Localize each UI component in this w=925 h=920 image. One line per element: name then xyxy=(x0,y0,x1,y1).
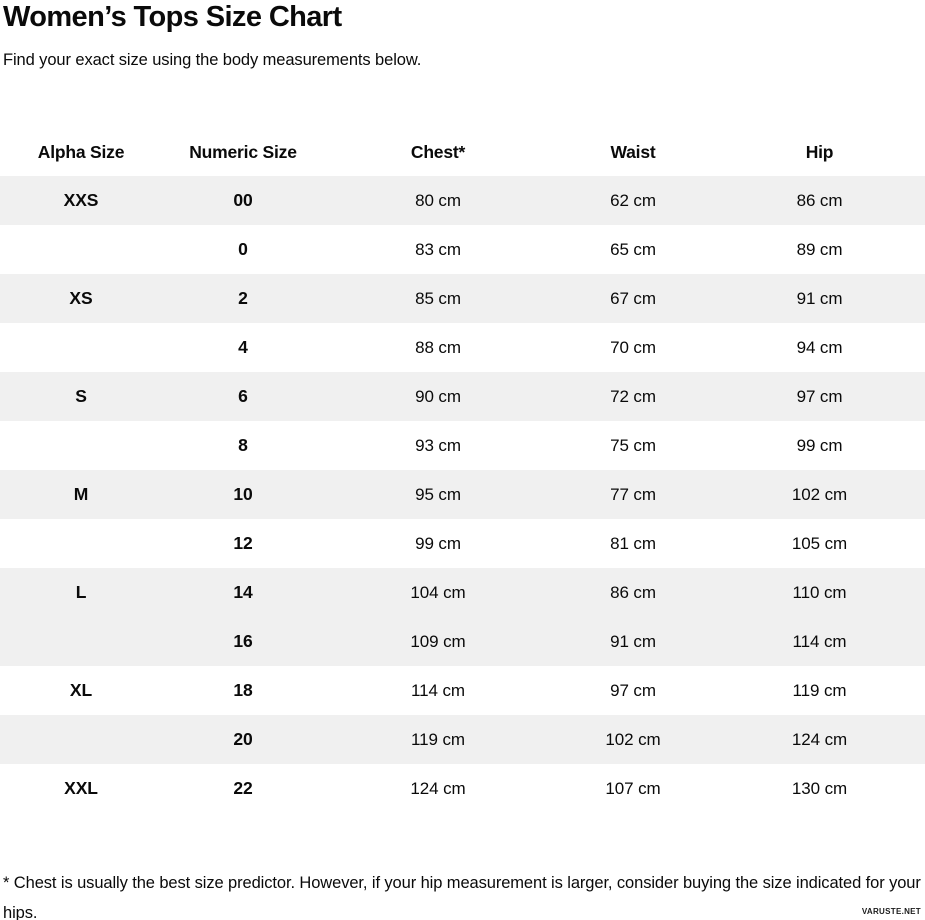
alpha-size-cell xyxy=(0,225,162,274)
waist-cell: 102 cm xyxy=(605,729,661,749)
waist-cell: 81 cm xyxy=(610,533,656,553)
chest-cell: 85 cm xyxy=(415,288,461,308)
numeric-size-cell: 18 xyxy=(233,680,253,700)
numeric-size-cell: 20 xyxy=(233,729,253,749)
chest-footnote: * Chest is usually the best size predict… xyxy=(3,874,921,920)
hip-cell: 130 cm xyxy=(791,778,848,798)
waist-cell: 75 cm xyxy=(610,435,656,455)
column-header-waist: Waist xyxy=(552,129,714,176)
waist-cell: 67 cm xyxy=(610,288,656,308)
waist-cell: 72 cm xyxy=(610,386,656,406)
alpha-size-cell xyxy=(0,519,162,568)
chest-cell: 114 cm xyxy=(411,680,465,700)
column-header-alpha-size: Alpha Size xyxy=(0,129,162,176)
alpha-size-cell xyxy=(0,617,162,666)
table-row-0: 0 83 cm 65 cm 89 cm xyxy=(0,225,925,274)
table-row-xl-18: XL 18 114 cm 97 cm 119 cm xyxy=(0,666,925,715)
hip-cell: 91 cm xyxy=(796,288,843,308)
alpha-size-cell: XXL xyxy=(64,778,98,798)
waist-cell: 62 cm xyxy=(610,190,656,210)
table-row-m-10: M 10 95 cm 77 cm 102 cm xyxy=(0,470,925,519)
numeric-size-cell: 00 xyxy=(233,190,253,210)
hip-cell: 114 cm xyxy=(792,631,847,651)
numeric-size-cell: 14 xyxy=(233,582,253,602)
header-row: Alpha Size Numeric Size Chest* Waist Hip xyxy=(0,129,925,176)
hip-cell: 86 cm xyxy=(796,190,843,210)
alpha-size-cell: M xyxy=(73,484,89,504)
alpha-size-cell xyxy=(0,323,162,372)
numeric-size-cell: 22 xyxy=(233,778,253,798)
hip-cell: 110 cm xyxy=(792,582,847,602)
table-row-4: 4 88 cm 70 cm 94 cm xyxy=(0,323,925,372)
table-row-16: 16 109 cm 91 cm 114 cm xyxy=(0,617,925,666)
chest-cell: 95 cm xyxy=(415,484,461,504)
page-title: Women’s Tops Size Chart xyxy=(3,1,342,33)
size-table-header: Alpha Size Numeric Size Chest* Waist Hip xyxy=(0,129,925,176)
alpha-size-cell xyxy=(0,715,162,764)
waist-cell: 65 cm xyxy=(610,239,656,259)
numeric-size-cell: 10 xyxy=(233,484,253,504)
hip-cell: 99 cm xyxy=(796,435,843,455)
numeric-size-cell: 8 xyxy=(238,435,248,455)
chest-cell: 119 cm xyxy=(411,729,465,749)
table-row-xs-2: XS 2 85 cm 67 cm 91 cm xyxy=(0,274,925,323)
waist-cell: 97 cm xyxy=(610,680,656,700)
waist-cell: 91 cm xyxy=(610,631,656,651)
column-header-chest: Chest* xyxy=(324,129,552,176)
alpha-size-cell: S xyxy=(75,386,87,406)
table-row-xxl-22: XXL 22 124 cm 107 cm 130 cm xyxy=(0,764,925,813)
column-header-numeric-size: Numeric Size xyxy=(162,129,324,176)
hip-cell: 119 cm xyxy=(792,680,847,700)
hip-cell: 124 cm xyxy=(791,729,848,749)
hip-cell: 105 cm xyxy=(791,533,848,553)
watermark: VARUSTE.NET xyxy=(861,907,921,916)
hip-cell: 97 cm xyxy=(796,386,843,406)
table-row-l-14: L 14 104 cm 86 cm 110 cm xyxy=(0,568,925,617)
chest-cell: 99 cm xyxy=(415,533,461,553)
numeric-size-cell: 4 xyxy=(238,337,248,357)
chest-cell: 83 cm xyxy=(415,239,461,259)
table-row-s-6: S 6 90 cm 72 cm 97 cm xyxy=(0,372,925,421)
page-subtitle: Find your exact size using the body meas… xyxy=(3,51,422,69)
numeric-size-cell: 12 xyxy=(233,533,253,553)
column-header-hip: Hip xyxy=(714,129,925,176)
chest-cell: 80 cm xyxy=(415,190,461,210)
chest-cell: 93 cm xyxy=(415,435,461,455)
waist-cell: 70 cm xyxy=(610,337,656,357)
alpha-size-cell: L xyxy=(75,582,87,602)
chest-cell: 109 cm xyxy=(410,631,466,651)
alpha-size-cell xyxy=(0,421,162,470)
alpha-size-cell: XS xyxy=(69,288,93,308)
alpha-size-cell: XXS xyxy=(63,190,99,210)
alpha-size-cell: XL xyxy=(69,680,93,700)
chest-cell: 88 cm xyxy=(415,337,461,357)
numeric-size-cell: 6 xyxy=(238,386,248,406)
size-table-body: XXS 00 80 cm 62 cm 86 cm 0 83 cm 65 cm 8… xyxy=(0,176,925,813)
chest-cell: 124 cm xyxy=(410,778,466,798)
table-row-8: 8 93 cm 75 cm 99 cm xyxy=(0,421,925,470)
table-row-12: 12 99 cm 81 cm 105 cm xyxy=(0,519,925,568)
chest-cell: 104 cm xyxy=(410,582,466,602)
numeric-size-cell: 2 xyxy=(238,288,248,308)
numeric-size-cell: 0 xyxy=(238,239,248,259)
chest-cell: 90 cm xyxy=(415,386,461,406)
table-row-xxs-00: XXS 00 80 cm 62 cm 86 cm xyxy=(0,176,925,225)
hip-cell: 94 cm xyxy=(796,337,843,357)
table-row-20: 20 119 cm 102 cm 124 cm xyxy=(0,715,925,764)
waist-cell: 86 cm xyxy=(610,582,656,602)
hip-cell: 102 cm xyxy=(791,484,848,504)
waist-cell: 77 cm xyxy=(610,484,656,504)
waist-cell: 107 cm xyxy=(605,778,661,798)
size-table: Alpha Size Numeric Size Chest* Waist Hip… xyxy=(0,129,925,813)
numeric-size-cell: 16 xyxy=(233,631,253,651)
hip-cell: 89 cm xyxy=(796,239,843,259)
